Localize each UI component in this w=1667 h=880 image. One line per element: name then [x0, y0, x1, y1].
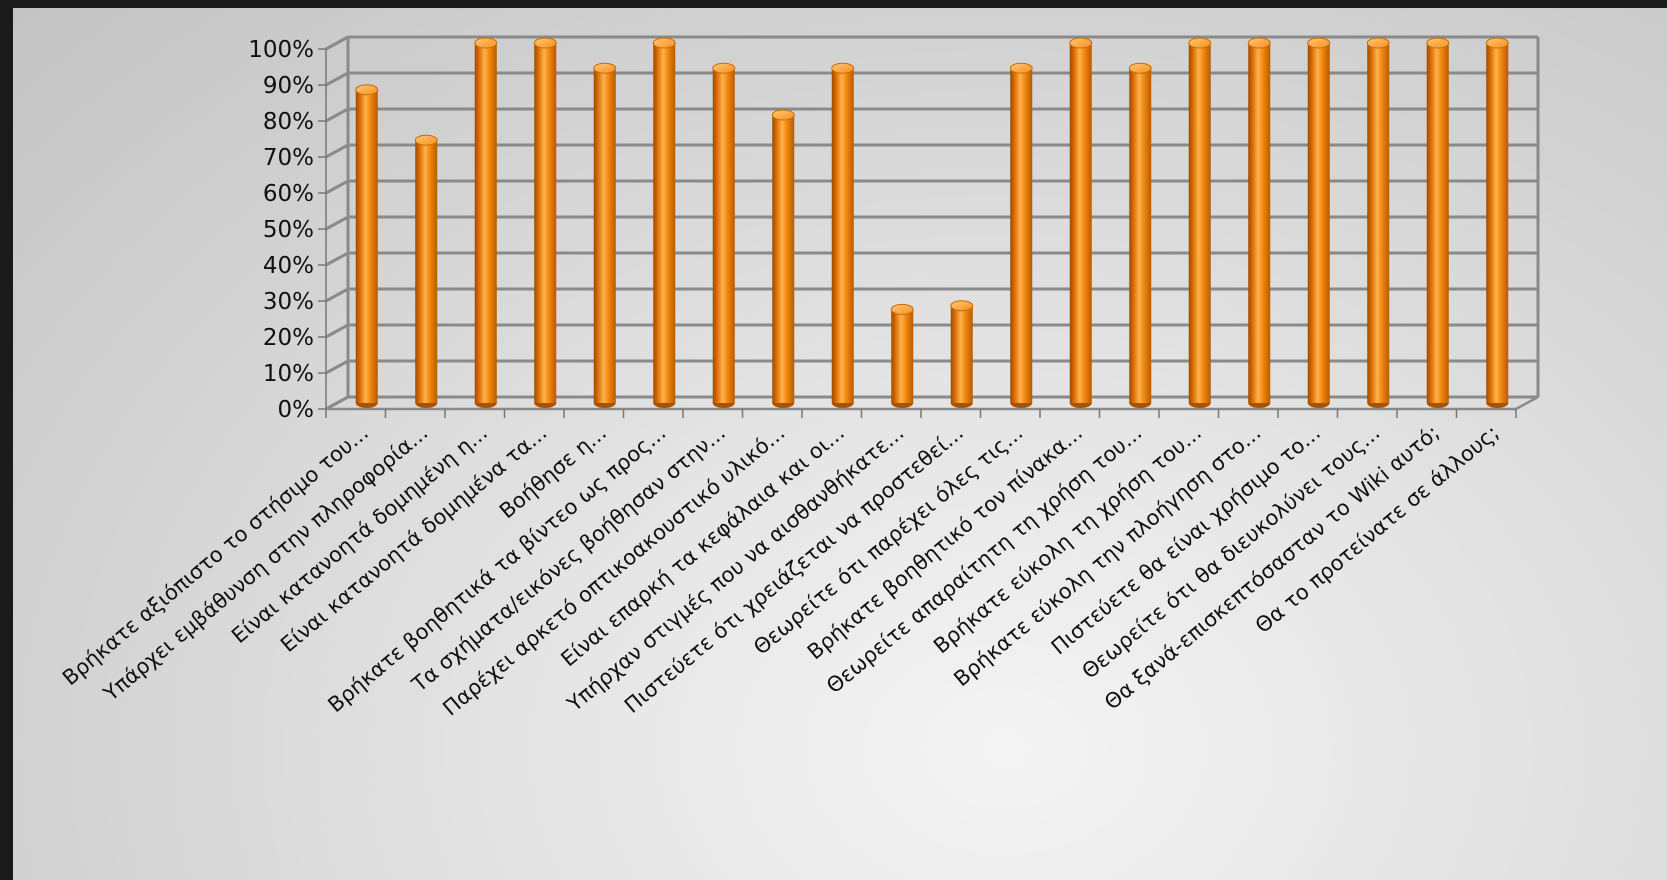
floor	[325, 395, 1539, 411]
bar	[533, 37, 557, 408]
bar-cap	[1128, 62, 1152, 74]
bar-body	[1426, 43, 1449, 403]
bar-body	[1248, 43, 1271, 403]
y-tick-label: 20%	[263, 325, 314, 351]
bar-cap	[1485, 37, 1509, 49]
bar	[1128, 62, 1152, 408]
bar-cap	[1247, 37, 1271, 49]
bar-cap	[1307, 37, 1331, 49]
gridline-side	[325, 323, 349, 339]
bar	[831, 62, 855, 408]
bar-cap	[771, 109, 795, 121]
chart-background: 0% 10% 20% 30% 40% 50% 60% 70% 80% 90% 100% Βρήκατ…	[13, 8, 1667, 880]
bar-cap	[950, 300, 974, 312]
bar	[474, 37, 498, 408]
bar	[355, 84, 379, 408]
bar-cap	[712, 62, 736, 74]
bar-cap	[1188, 37, 1212, 49]
bar	[414, 134, 438, 408]
gridline-side	[325, 179, 349, 195]
gridline-side	[325, 215, 349, 231]
bar-body	[593, 68, 616, 403]
bar-body	[653, 43, 676, 403]
bar-body	[534, 43, 557, 403]
bar-body	[891, 309, 914, 403]
bar-body	[1367, 43, 1390, 403]
bar-body	[772, 115, 795, 403]
bar	[1485, 37, 1509, 408]
bar-body	[1188, 43, 1211, 403]
gridline-side	[325, 35, 349, 51]
bars	[355, 37, 1509, 408]
bar-cap	[890, 303, 914, 315]
bar-cap	[1069, 37, 1093, 49]
bar-cap	[474, 37, 498, 49]
bar-body	[415, 140, 438, 403]
bar	[771, 109, 795, 408]
bar	[1366, 37, 1390, 408]
axes	[318, 48, 1539, 418]
bar-cap	[831, 62, 855, 74]
gridline-side	[325, 71, 349, 87]
bar	[890, 303, 914, 408]
bar-cap	[414, 134, 438, 146]
bar-body	[712, 68, 735, 403]
x-category-labels: Βρήκατε αξιόπιστο το στήσιμο του...Υπάρχ…	[58, 420, 1504, 720]
y-tick-label: 70%	[263, 145, 314, 171]
bar-body	[474, 43, 497, 403]
y-tick-labels: 0% 10% 20% 30% 40% 50% 60% 70% 80% 90% 100%	[248, 37, 314, 423]
bar	[652, 37, 676, 408]
y-tick-label: 0%	[278, 397, 315, 423]
bar	[712, 62, 736, 408]
bar	[1307, 37, 1331, 408]
gridline-side	[325, 287, 349, 303]
y-tick-label: 10%	[263, 361, 314, 387]
bar-body	[1069, 43, 1092, 403]
bar-cap	[533, 37, 557, 49]
gridline-side	[325, 107, 349, 123]
y-tick-label: 50%	[263, 217, 314, 243]
gridline-side	[325, 143, 349, 159]
bar	[950, 300, 974, 408]
bar	[593, 62, 617, 408]
bar	[1188, 37, 1212, 408]
y-tick-label: 100%	[248, 37, 314, 63]
gridlines	[325, 35, 1540, 411]
y-tick-label: 30%	[263, 289, 314, 315]
bar-body	[355, 89, 378, 404]
bar-body	[950, 305, 973, 403]
bar-cap	[1426, 37, 1450, 49]
gridline-side	[325, 251, 349, 267]
bar-body	[1307, 43, 1330, 403]
bar	[1009, 62, 1033, 408]
bar-cap	[593, 62, 617, 74]
bar-body	[1010, 68, 1033, 403]
bar-body	[1129, 68, 1152, 403]
bar	[1426, 37, 1450, 408]
bar	[1247, 37, 1271, 408]
bar-cap	[1009, 62, 1033, 74]
gridline-side	[325, 359, 349, 375]
bar-body	[831, 68, 854, 403]
bar-body	[1486, 43, 1509, 403]
y-tick-label: 40%	[263, 253, 314, 279]
y-tick-label: 80%	[263, 109, 314, 135]
y-tick-label: 90%	[263, 73, 314, 99]
bar-chart: 0% 10% 20% 30% 40% 50% 60% 70% 80% 90% 100% Βρήκατ…	[58, 35, 1540, 721]
bar-cap	[652, 37, 676, 49]
bar-cap	[1366, 37, 1390, 49]
bar-cap	[355, 84, 379, 96]
bar	[1069, 37, 1093, 408]
y-tick-label: 60%	[263, 181, 314, 207]
